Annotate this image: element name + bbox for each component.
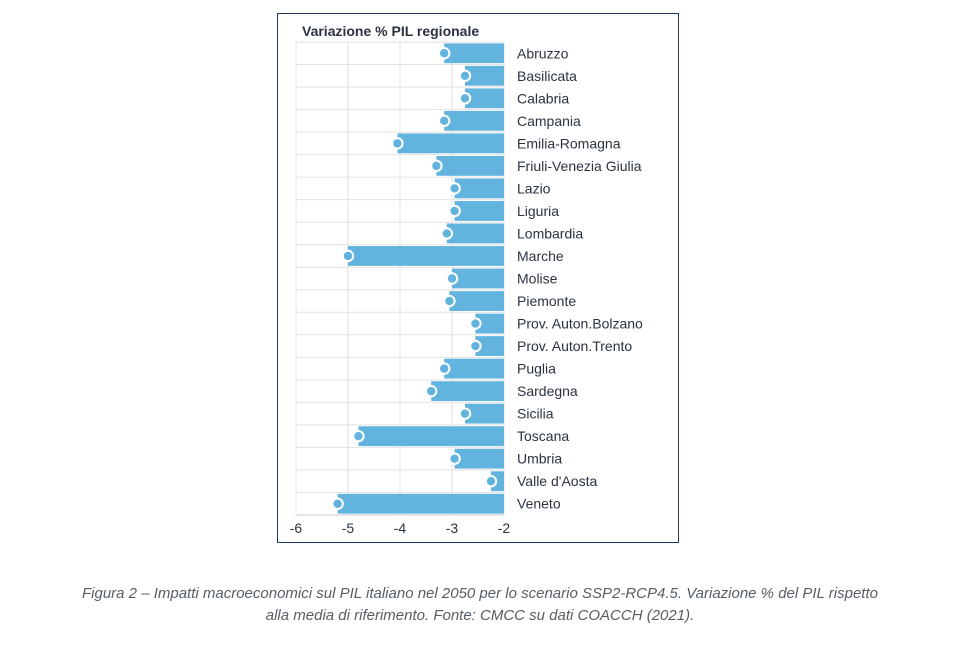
bar-marker bbox=[458, 407, 472, 420]
bar-marker bbox=[440, 227, 454, 240]
bar-marker bbox=[443, 294, 456, 308]
bar-marker bbox=[445, 272, 459, 285]
category-label: Lombardia bbox=[517, 225, 583, 241]
category-label: Molise bbox=[517, 271, 558, 287]
bar-marker bbox=[331, 497, 344, 510]
bar bbox=[444, 110, 504, 131]
bar-chart: Variazione % PIL regionale Abruzzo Basili… bbox=[290, 23, 643, 536]
category-label: Sicilia bbox=[517, 406, 554, 422]
bar bbox=[337, 493, 504, 514]
x-tick-label: -2 bbox=[498, 520, 511, 536]
chart-title: Variazione % PIL regionale bbox=[302, 23, 479, 39]
bar-marker bbox=[484, 475, 498, 488]
bar bbox=[452, 268, 504, 289]
bar bbox=[454, 448, 504, 469]
bar-marker bbox=[352, 429, 365, 443]
bar-marker bbox=[438, 114, 451, 128]
bar-marker bbox=[458, 92, 472, 105]
bar bbox=[348, 246, 504, 266]
x-tick-label: -5 bbox=[342, 520, 355, 536]
bar-marker bbox=[458, 69, 472, 82]
category-label: Friuli-Venezia Giulia bbox=[517, 158, 642, 174]
bar bbox=[465, 65, 504, 86]
category-label: Lazio bbox=[517, 180, 551, 196]
x-tick-label: -3 bbox=[446, 520, 459, 536]
category-label: Basilicata bbox=[517, 68, 577, 84]
category-label: Valle d'Aosta bbox=[517, 473, 597, 489]
bar-marker bbox=[469, 339, 482, 353]
bar-marker bbox=[448, 182, 461, 195]
bar bbox=[444, 43, 504, 64]
category-label: Toscana bbox=[517, 428, 569, 444]
category-label: Abruzzo bbox=[517, 45, 569, 61]
category-label: Prov. Auton.Trento bbox=[517, 338, 632, 354]
bar-marker bbox=[430, 159, 443, 173]
category-label: Veneto bbox=[517, 496, 561, 512]
bar bbox=[444, 358, 504, 379]
x-tick-label: -4 bbox=[394, 520, 407, 536]
bar bbox=[465, 403, 504, 424]
x-tick-label: -6 bbox=[290, 520, 303, 536]
category-label: Campania bbox=[517, 113, 581, 129]
bar bbox=[397, 133, 504, 154]
bar bbox=[431, 381, 504, 402]
bar bbox=[454, 201, 504, 221]
bar bbox=[454, 178, 504, 199]
category-label: Marche bbox=[517, 248, 564, 264]
bar-marker bbox=[448, 452, 461, 465]
bar bbox=[436, 155, 504, 176]
caption-line-1: Figura 2 – Impatti macroeconomici sul PI… bbox=[82, 585, 878, 602]
bar-marker bbox=[391, 137, 404, 150]
bar-marker bbox=[341, 249, 355, 263]
category-label: Liguria bbox=[517, 203, 559, 219]
bar bbox=[446, 223, 504, 244]
bar bbox=[358, 426, 504, 447]
category-label: Sardegna bbox=[517, 383, 578, 399]
bar bbox=[475, 336, 504, 356]
caption-line-2: alla media di riferimento. Fonte: CMCC s… bbox=[265, 607, 695, 624]
bar-marker bbox=[438, 362, 451, 375]
bar bbox=[475, 313, 504, 334]
bar bbox=[465, 88, 504, 109]
category-label: Prov. Auton.Bolzano bbox=[517, 316, 643, 332]
bar-marker bbox=[448, 204, 461, 218]
category-label: Puglia bbox=[517, 361, 556, 377]
chart-frame: Variazione % PIL regionale Abruzzo Basili… bbox=[277, 13, 679, 543]
bar-marker bbox=[438, 47, 451, 60]
bar-marker bbox=[469, 317, 482, 330]
figure-caption: Figura 2 – Impatti macroeconomici sul PI… bbox=[0, 583, 960, 627]
bar bbox=[449, 291, 504, 311]
category-label: Piemonte bbox=[517, 293, 576, 309]
category-label: Emilia-Romagna bbox=[517, 135, 621, 151]
category-label: Umbria bbox=[517, 451, 562, 467]
category-label: Calabria bbox=[517, 90, 569, 106]
bar-marker bbox=[425, 384, 438, 398]
